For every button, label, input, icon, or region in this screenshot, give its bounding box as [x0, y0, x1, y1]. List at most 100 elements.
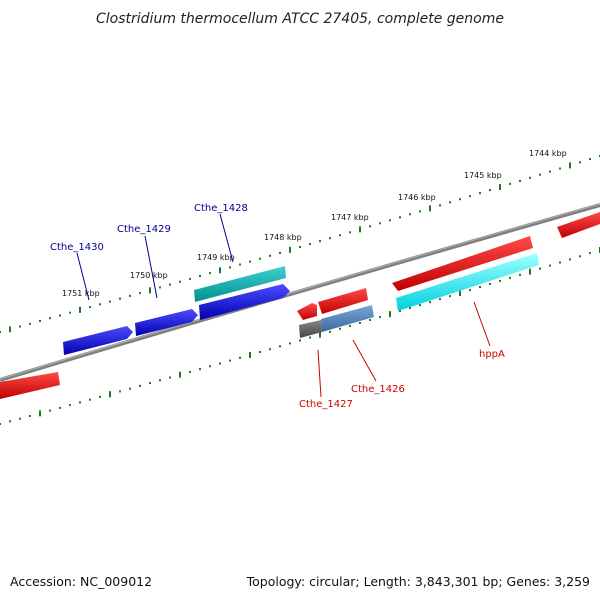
gene-cthe_1427[interactable]	[299, 320, 322, 338]
gene-red-mid[interactable]	[318, 288, 368, 314]
ruler-dot	[469, 195, 471, 198]
cds-track	[194, 253, 539, 311]
tick-label: 1747 kbp	[331, 213, 369, 222]
label-cthe_1427[interactable]: Cthe_1427	[299, 399, 353, 410]
ruler-dot	[379, 222, 381, 225]
ruler-dot	[349, 324, 351, 327]
ruler-dot	[259, 351, 261, 353]
gene-red-long[interactable]	[392, 236, 533, 291]
label-cthe_1429[interactable]: Cthe_1429	[117, 224, 171, 235]
ruler-dot	[499, 279, 501, 282]
gene-cthe_1429[interactable]	[135, 309, 198, 336]
ruler-dot	[489, 189, 491, 192]
ruler-dot	[559, 167, 561, 170]
gene-cthe_1430[interactable]	[63, 326, 133, 355]
label-hppa[interactable]: hppA	[479, 349, 505, 360]
leader-line	[144, 235, 158, 299]
ruler-dot	[579, 161, 581, 164]
label-cthe_1426[interactable]: Cthe_1426	[351, 384, 405, 395]
gene-cthe_1428[interactable]	[199, 284, 290, 320]
ruler-dot	[409, 213, 411, 216]
ruler-dot	[19, 325, 21, 328]
cds-feature-hppa-cyan[interactable]	[396, 253, 539, 311]
ruler-dot	[329, 330, 331, 333]
label-cthe_1430[interactable]: Cthe_1430	[50, 242, 104, 253]
ruler-dot	[549, 170, 551, 173]
ruler-dot	[449, 295, 451, 298]
tick-label: 1751 kbp	[62, 289, 100, 298]
label-cthe_1428[interactable]: Cthe_1428	[194, 203, 248, 214]
leader-line	[76, 252, 90, 301]
ruler-dot	[469, 289, 471, 292]
ruler-dot	[9, 420, 11, 423]
ruler-dot	[579, 255, 581, 258]
ruler-dot	[89, 398, 91, 401]
gene-red-small[interactable]	[297, 303, 317, 320]
ruler-dot	[99, 303, 101, 306]
ruler-dot	[0, 331, 1, 333]
ruler-dot	[559, 261, 561, 264]
genome-backbone	[0, 203, 600, 382]
leader-line	[352, 339, 377, 382]
ruler-major-tick	[389, 311, 391, 318]
gene-left-red[interactable]	[0, 372, 60, 399]
map-title: Clostridium thermocellum ATCC 27405, com…	[96, 11, 504, 27]
ruler-dot	[589, 252, 591, 255]
ruler-dot	[479, 192, 481, 195]
ruler-dot	[299, 246, 301, 248]
ruler-dot	[489, 283, 491, 285]
ruler-dot	[189, 277, 191, 280]
ruler-major-tick	[529, 268, 531, 275]
ruler-dot	[549, 264, 551, 267]
ruler-dot	[389, 219, 391, 222]
genome-backbone-highlight	[0, 203, 600, 380]
gene-red-right[interactable]	[557, 212, 600, 238]
ruler-dot	[199, 275, 201, 277]
ruler-dot	[19, 417, 21, 420]
leader-line	[219, 213, 234, 263]
forward-genes	[63, 284, 290, 355]
ruler-dot	[259, 257, 261, 260]
ruler-dot	[59, 406, 61, 409]
ruler-dot	[509, 276, 511, 279]
ruler-dot	[119, 297, 121, 300]
ruler-dot	[439, 298, 441, 301]
ruler-dot	[409, 307, 411, 310]
tick-label: 1748 kbp	[264, 233, 302, 242]
gene-cthe_1426[interactable]	[321, 305, 374, 332]
ruler-dot	[509, 182, 511, 185]
ruler-dot	[29, 322, 31, 325]
ruler-dot	[529, 176, 531, 179]
cds-feature-cthe_1428[interactable]	[194, 266, 286, 302]
ruler-dot	[199, 368, 201, 371]
ruler-major-tick	[109, 391, 111, 398]
ruler-dot	[239, 263, 241, 266]
ruler-dot	[49, 409, 51, 412]
inner-ruler	[0, 247, 600, 425]
leader-line	[317, 349, 322, 398]
ruler-dot	[329, 237, 331, 240]
ruler-dot	[349, 231, 351, 234]
ruler-dot	[359, 322, 361, 324]
ruler-dot	[189, 370, 191, 373]
gene-labels: Cthe_1430 Cthe_1429 Cthe_1428 Cthe_1427 …	[50, 203, 505, 410]
tick-label: 1746 kbp	[398, 193, 436, 202]
ruler-dot	[179, 280, 181, 283]
ruler-dot	[129, 294, 131, 297]
ruler-major-tick	[219, 267, 221, 274]
ruler-dot	[29, 415, 31, 417]
ruler-major-tick	[289, 246, 291, 253]
ruler-dot	[229, 359, 231, 362]
ruler-dot	[279, 345, 281, 348]
ruler-dot	[159, 286, 161, 289]
ruler-dot	[569, 258, 571, 261]
ruler-dot	[479, 286, 481, 288]
ruler-dot	[69, 404, 71, 407]
ruler-dot	[59, 314, 61, 317]
ruler-dot	[209, 365, 211, 368]
ruler-dot	[369, 225, 371, 228]
ruler-major-tick	[9, 326, 11, 333]
tick-labels: 1744 kbp 1745 kbp 1746 kbp 1747 kbp 1748…	[62, 149, 567, 298]
ruler-dot	[219, 362, 221, 365]
ruler-dot	[209, 272, 211, 275]
